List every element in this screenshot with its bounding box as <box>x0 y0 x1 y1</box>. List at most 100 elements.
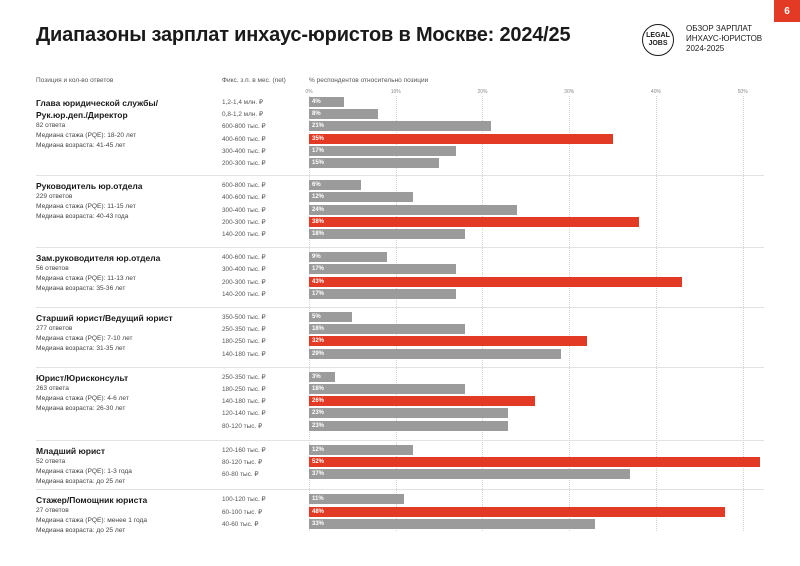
salary-range-label: 180-250 тыс. ₽ <box>222 386 266 393</box>
bar: 37% <box>309 469 630 480</box>
column-header-percent: % респондентов относительно позиции <box>309 77 429 84</box>
group-info: Медиана возраста: 31-35 лет <box>36 345 126 352</box>
x-tick-label: 10% <box>390 89 401 95</box>
bar: 12% <box>309 192 414 203</box>
group-info: Медиана стажа (PQE): 11-15 лет <box>36 203 136 211</box>
group-info: Медиана стажа (PQE): менее 1 года <box>36 517 148 525</box>
bar: 18% <box>309 229 466 239</box>
salary-range-label: 120-140 тыс. ₽ <box>222 410 266 418</box>
bar-value-label: 38% <box>312 218 325 225</box>
group-info: Медиана стажа (PQE): 7-10 лет <box>36 335 133 342</box>
brand-line: 2024-2025 <box>686 44 725 53</box>
group-info: Медиана возраста: до 25 лет <box>36 477 126 485</box>
group-info: Медиана возраста: 26-30 лет <box>36 404 126 412</box>
bar-value-label: 11% <box>312 496 324 503</box>
bar-value-label: 18% <box>312 326 325 333</box>
salary-range-label: 0,8-1,2 млн. ₽ <box>222 111 263 119</box>
salary-range-label: 140-200 тыс. ₽ <box>222 231 266 238</box>
group-info: 27 ответов <box>36 507 69 515</box>
salary-range-label: 100-120 тыс. ₽ <box>222 496 266 504</box>
x-tick-label: 40% <box>650 89 661 95</box>
group-divider <box>36 366 764 368</box>
group-title: Младший юрист <box>36 445 106 456</box>
gridline <box>742 96 744 531</box>
column-header-position: Позиция и кол-во ответов <box>36 77 114 84</box>
bar: 8% <box>309 109 379 120</box>
salary-range-label: 180-250 тыс. ₽ <box>222 338 266 346</box>
x-tick-label: 50% <box>737 89 748 95</box>
salary-range-label: 80-120 тыс. ₽ <box>222 459 263 466</box>
salary-range-label: 140-180 тыс. ₽ <box>222 350 266 358</box>
group-info: Медиана стажа (PQE): 11-13 лет <box>36 275 136 283</box>
group-info: 82 ответа <box>36 122 66 129</box>
bar-value-label: 18% <box>312 231 325 237</box>
bar-highlight: 48% <box>309 506 726 517</box>
group-divider <box>36 439 764 441</box>
group-info: Медиана стажа (PQE): 1-3 года <box>36 467 132 475</box>
salary-range-label: 400-600 тыс. ₽ <box>222 194 266 202</box>
bar-value-label: 17% <box>312 147 325 154</box>
bar-highlight: 43% <box>309 276 682 287</box>
salary-range-label: 60-100 тыс. ₽ <box>222 508 263 516</box>
group-divider <box>36 175 764 177</box>
bar-highlight: 52% <box>309 457 760 467</box>
group-title: Стажер/Помощник юриста <box>36 495 148 506</box>
salary-range-label: 200-300 тыс. ₽ <box>222 218 266 226</box>
bar: 18% <box>309 324 466 335</box>
bar-value-label: 33% <box>312 520 325 527</box>
bar-value-label: 21% <box>312 123 325 130</box>
group-title: Юрист/Юрисконсульт <box>36 372 129 383</box>
bar-value-label: 6% <box>312 182 321 189</box>
bar: 6% <box>309 180 362 191</box>
salary-range-label: 140-180 тыс. ₽ <box>222 398 266 406</box>
group-divider <box>36 247 764 249</box>
salary-range-label: 250-350 тыс. ₽ <box>222 373 266 381</box>
gridline <box>395 96 397 531</box>
bar-value-label: 43% <box>312 278 325 285</box>
x-tick-label: 0% <box>305 89 313 95</box>
group-divider <box>36 307 764 308</box>
bar-value-label: 35% <box>312 135 325 142</box>
group-title: Старший юрист/Ведущий юрист <box>36 313 173 323</box>
bar: 18% <box>309 384 466 394</box>
bar: 17% <box>309 145 457 156</box>
salary-range-label: 60-80 тыс. ₽ <box>222 471 259 479</box>
bar-highlight: 26% <box>309 396 535 407</box>
bar-value-label: 12% <box>312 446 325 453</box>
bar-value-label: 37% <box>312 471 325 478</box>
group-title: Руководитель юр.отдела <box>36 181 143 192</box>
page-title: Диапазоны зарплат инхаус-юристов в Москв… <box>36 24 571 46</box>
salary-range-label: 300-400 тыс. ₽ <box>222 147 266 155</box>
bar: 15% <box>309 158 440 168</box>
bar-value-label: 26% <box>312 398 325 405</box>
salary-range-label: 600-800 тыс. ₽ <box>222 182 266 190</box>
group-title: Рук.юр.деп./Директор <box>36 110 128 120</box>
bar-value-label: 23% <box>312 422 325 429</box>
brand-line: ОБЗОР ЗАРПЛАТ <box>686 24 753 33</box>
salary-range-label: 40-60 тыс. ₽ <box>222 520 259 528</box>
salary-range-label: 80-120 тыс. ₽ <box>222 422 263 430</box>
salary-range-label: 200-300 тыс. ₽ <box>222 278 266 286</box>
salary-range-label: 120-160 тыс. ₽ <box>222 446 266 454</box>
salary-range-label: 1,2-1,4 млн. ₽ <box>222 99 263 106</box>
bar-value-label: 48% <box>312 508 325 515</box>
group-divider <box>36 489 764 491</box>
bar: 3% <box>309 371 336 382</box>
bar-value-label: 9% <box>312 254 321 261</box>
bar: 33% <box>309 518 596 529</box>
bar: 21% <box>309 121 492 132</box>
bar-value-label: 17% <box>312 266 325 273</box>
column-header-salary: Фикс. з.п. в мес. (net) <box>222 77 286 84</box>
bar: 9% <box>309 252 388 263</box>
bar-value-label: 5% <box>312 314 321 320</box>
group-title: Зам.руководителя юр.отдела <box>36 253 161 264</box>
bar-value-label: 24% <box>312 206 325 213</box>
gridline <box>655 96 657 531</box>
bar-value-label: 32% <box>312 338 325 345</box>
bar: 29% <box>309 348 561 359</box>
x-tick-label: 20% <box>477 89 488 95</box>
x-tick-label: 30% <box>564 89 575 95</box>
group-info: Медиана возраста: 40-43 года <box>36 213 129 221</box>
bar: 4% <box>309 97 344 107</box>
bar-value-label: 15% <box>312 160 325 166</box>
